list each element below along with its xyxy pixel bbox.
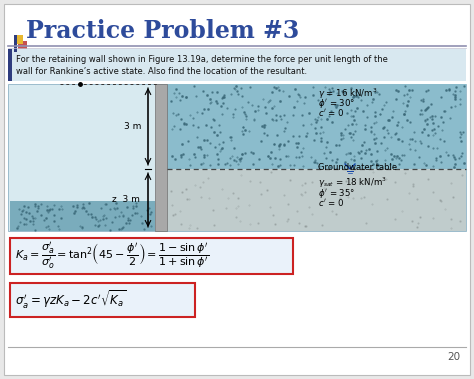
Text: For the retaining wall shown in Figure 13.19a, determine the force per unit leng: For the retaining wall shown in Figure 1… [16, 55, 388, 64]
Bar [10, 283, 195, 317]
Bar [10, 238, 293, 274]
Text: $c'$ = 0: $c'$ = 0 [318, 106, 345, 117]
Text: z  3 m: z 3 m [112, 196, 140, 205]
Bar [167, 84, 466, 169]
Text: $\phi'$ = 30°: $\phi'$ = 30° [318, 97, 356, 110]
Text: 20: 20 [447, 352, 461, 362]
Text: wall for Rankine’s active state. Also find the location of the resultant.: wall for Rankine’s active state. Also fi… [16, 66, 307, 75]
Bar [8, 49, 12, 81]
Bar [14, 35, 17, 52]
Text: $\sigma_a^{\prime} = \gamma z K_a - 2c^{\prime}\sqrt{K_a}$: $\sigma_a^{\prime} = \gamma z K_a - 2c^{… [15, 289, 126, 311]
Text: $\phi'$ = 35°: $\phi'$ = 35° [318, 186, 356, 199]
Bar [18, 41, 27, 50]
Text: $\gamma$ = 16 kN/m$^3$: $\gamma$ = 16 kN/m$^3$ [318, 87, 378, 101]
Bar [167, 169, 466, 231]
Text: $\gamma_{sat}$ = 18 kN/m$^3$: $\gamma_{sat}$ = 18 kN/m$^3$ [318, 176, 387, 190]
Bar [14, 35, 23, 44]
Bar [10, 201, 155, 231]
Text: Groundwater table: Groundwater table [318, 163, 397, 172]
Bar [155, 84, 167, 231]
Text: $c'$ = 0: $c'$ = 0 [318, 197, 345, 208]
Text: Practice Problem #3: Practice Problem #3 [26, 19, 299, 43]
Text: 3 m: 3 m [124, 122, 142, 131]
Text: $K_a = \dfrac{\sigma_a^{\prime}}{\sigma_o^{\prime}} = \tan^2\!\left(45 - \dfrac{: $K_a = \dfrac{\sigma_a^{\prime}}{\sigma_… [15, 241, 210, 271]
Bar [8, 84, 466, 231]
Bar [8, 49, 466, 81]
